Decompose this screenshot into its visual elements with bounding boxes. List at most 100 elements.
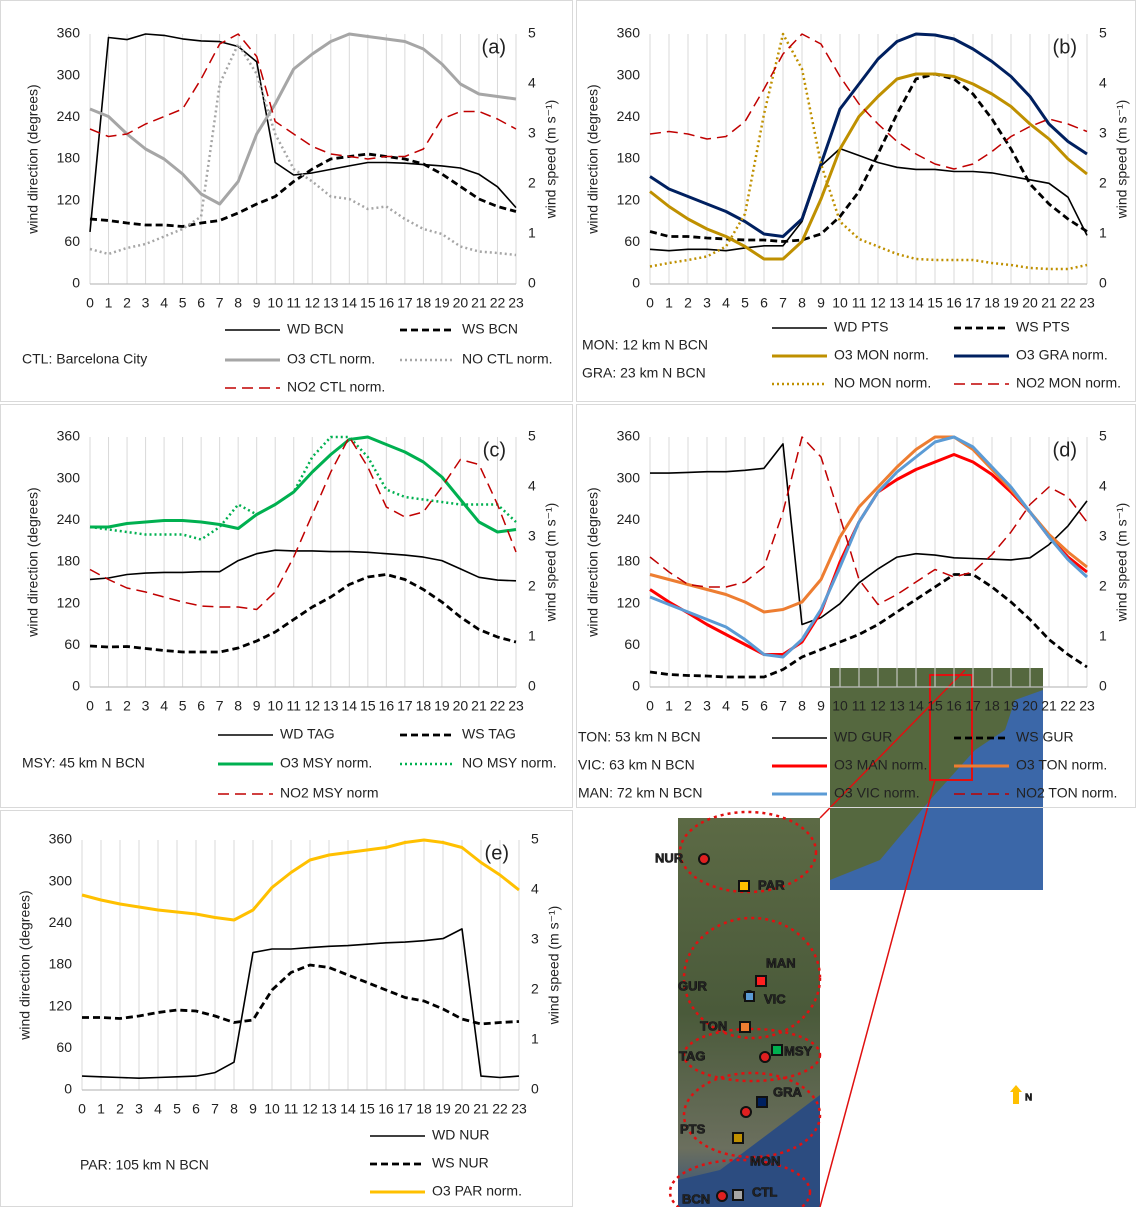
map-label: GUR xyxy=(678,978,708,993)
y-tick-label: 240 xyxy=(617,108,641,124)
series-line xyxy=(89,436,517,611)
x-tick-label: 2 xyxy=(684,698,692,714)
y2-tick-label: 2 xyxy=(531,981,539,997)
y-tick-label: 300 xyxy=(617,469,641,485)
x-tick-label: 4 xyxy=(154,1101,162,1117)
x-tick-label: 21 xyxy=(473,1101,489,1117)
x-tick-label: 9 xyxy=(249,1101,257,1117)
x-tick-label: 13 xyxy=(321,1101,337,1117)
x-tick-label: 12 xyxy=(302,1101,318,1117)
legend-label: WD TAG xyxy=(280,726,335,742)
x-tick-label: 17 xyxy=(965,698,981,714)
map-label: PAR xyxy=(758,877,785,892)
x-tick-label: 15 xyxy=(360,295,376,311)
x-tick-label: 9 xyxy=(253,295,261,311)
y2-tick-label: 1 xyxy=(1099,628,1107,644)
x-tick-label: 7 xyxy=(779,295,787,311)
annotation: PAR: 105 km N BCN xyxy=(80,1157,209,1173)
y2-axis-title: wind speed (m s⁻¹) xyxy=(1114,503,1130,623)
inset-sea xyxy=(830,690,1043,890)
series-line xyxy=(649,147,1088,252)
x-tick-label: 7 xyxy=(216,295,224,311)
x-tick-label: 10 xyxy=(264,1101,280,1117)
series-line xyxy=(89,32,517,206)
x-tick-label: 3 xyxy=(135,1101,143,1117)
y2-tick-label: 4 xyxy=(531,881,539,897)
legend-label: WD GUR xyxy=(834,729,892,745)
legend-label: O3 MAN norm. xyxy=(834,757,927,773)
panel-label: (b) xyxy=(1053,36,1077,58)
annotation: MSY: 45 km N BCN xyxy=(22,755,145,771)
series-line xyxy=(89,152,517,228)
x-tick-label: 12 xyxy=(870,295,886,311)
x-tick-label: 10 xyxy=(832,295,848,311)
x-tick-label: 3 xyxy=(703,295,711,311)
x-tick-label: 20 xyxy=(453,295,469,311)
y-tick-label: 0 xyxy=(632,275,640,291)
x-tick-label: 14 xyxy=(908,295,924,311)
y-tick-label: 60 xyxy=(624,233,640,249)
x-tick-label: 17 xyxy=(397,698,413,714)
x-tick-label: 15 xyxy=(359,1101,375,1117)
series-line xyxy=(649,72,1088,261)
x-tick-label: 11 xyxy=(284,1101,299,1117)
x-tick-label: 3 xyxy=(703,698,711,714)
legend-label: O3 MSY norm. xyxy=(280,755,372,771)
y2-tick-label: 5 xyxy=(528,428,536,444)
panel-label: (d) xyxy=(1053,439,1077,461)
x-tick-label: 20 xyxy=(1022,698,1038,714)
y2-tick-label: 0 xyxy=(528,275,536,291)
x-tick-label: 20 xyxy=(1022,295,1038,311)
x-tick-label: 22 xyxy=(492,1101,508,1117)
x-tick-label: 6 xyxy=(197,698,205,714)
y-tick-label: 360 xyxy=(617,25,641,41)
legend-label: NO MSY norm. xyxy=(462,755,557,771)
y-tick-label: 0 xyxy=(64,1081,72,1097)
y-tick-label: 300 xyxy=(57,469,81,485)
x-tick-label: 11 xyxy=(286,295,301,311)
y2-axis-title: wind speed (m s⁻¹) xyxy=(543,503,559,623)
x-tick-label: 11 xyxy=(852,698,867,714)
x-tick-label: 8 xyxy=(234,295,242,311)
map-label: VIC xyxy=(764,991,786,1006)
chart-panel: 0 1 2 3 4 5 6 7 8 9 10 11 12 13 14 15 16 17 18 19 20 21 22 2306… xyxy=(576,404,1136,808)
x-tick-label: 23 xyxy=(508,295,524,311)
series-line xyxy=(82,963,520,1026)
y2-tick-label: 0 xyxy=(528,678,536,694)
x-tick-label: 0 xyxy=(646,698,654,714)
x-tick-label: 7 xyxy=(211,1101,219,1117)
legend-label: WD PTS xyxy=(834,319,888,335)
series-line xyxy=(649,435,1089,659)
map-label: MSY xyxy=(784,1043,813,1058)
x-tick-label: 19 xyxy=(1003,295,1019,311)
map-label: TAG xyxy=(679,1048,705,1063)
y-axis-title: wind direction (degrees) xyxy=(25,84,41,234)
x-tick-label: 12 xyxy=(870,698,886,714)
annotation: GRA: 23 km N BCN xyxy=(582,365,706,381)
x-tick-label: 10 xyxy=(832,698,848,714)
legend-label: O3 VIC norm. xyxy=(834,785,920,801)
x-tick-label: 5 xyxy=(173,1101,181,1117)
x-tick-label: 17 xyxy=(965,295,981,311)
x-tick-label: 8 xyxy=(234,698,242,714)
series-line xyxy=(649,33,1088,170)
x-tick-label: 16 xyxy=(946,295,962,311)
x-tick-label: 21 xyxy=(1041,698,1057,714)
y-tick-label: 60 xyxy=(56,1039,72,1055)
zoom-box xyxy=(929,674,973,781)
y-tick-label: 180 xyxy=(57,553,81,569)
x-tick-label: 9 xyxy=(817,698,825,714)
x-tick-label: 0 xyxy=(86,295,94,311)
y2-axis-title: wind speed (m s⁻¹) xyxy=(546,906,562,1026)
y2-tick-label: 2 xyxy=(1099,578,1107,594)
x-tick-label: 5 xyxy=(741,295,749,311)
series-line xyxy=(89,42,517,257)
x-tick-label: 11 xyxy=(286,698,301,714)
legend-label: NO2 MON norm. xyxy=(1016,375,1121,391)
panel-label: (a) xyxy=(482,36,506,58)
x-tick-label: 13 xyxy=(323,295,339,311)
legend-label: WD BCN xyxy=(287,321,344,337)
x-tick-label: 22 xyxy=(1060,698,1076,714)
chart-panel: 0 1 2 3 4 5 6 7 8 9 10 11 12 13 14 15 16 17 18 19 20 21 22 2306… xyxy=(0,810,573,1207)
